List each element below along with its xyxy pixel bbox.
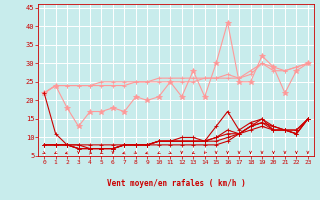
X-axis label: Vent moyen/en rafales ( km/h ): Vent moyen/en rafales ( km/h ) (107, 179, 245, 188)
